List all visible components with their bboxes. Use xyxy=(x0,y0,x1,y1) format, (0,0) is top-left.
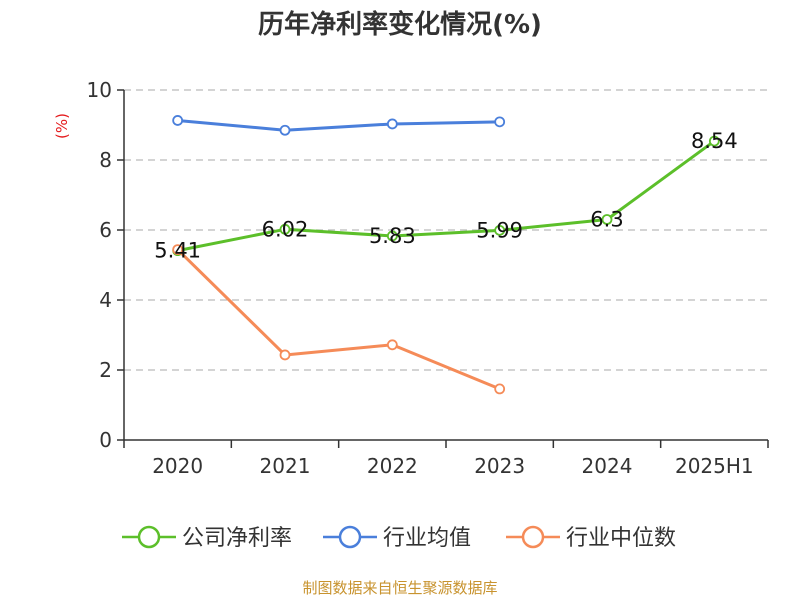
data-label-0-1: 6.02 xyxy=(262,217,309,241)
x-tick-label-2020: 2020 xyxy=(152,454,203,478)
data-point-2-0 xyxy=(172,244,184,256)
data-label-0-4: 6.3 xyxy=(590,208,623,232)
data-point-1-1 xyxy=(279,124,291,136)
x-tick-label-2021: 2021 xyxy=(260,454,311,478)
legend-swatch-marker-1 xyxy=(338,525,362,549)
data-label-0-5: 8.54 xyxy=(691,129,738,153)
legend-label-0: 公司净利率 xyxy=(182,526,292,551)
legend-item-1: 行业均值 xyxy=(323,525,471,551)
y-tick-label-2: 2 xyxy=(99,358,112,382)
x-tick-label-2022: 2022 xyxy=(367,454,418,478)
x-tick-label-2023: 2023 xyxy=(474,454,525,478)
y-axis-label: (%) xyxy=(53,113,71,139)
y-tick-label-4: 4 xyxy=(99,288,112,312)
series-0 xyxy=(172,135,720,257)
source-note: 制图数据来自恒生聚源数据库 xyxy=(302,579,497,597)
legend-swatch-marker-0 xyxy=(137,525,161,549)
data-point-1-2 xyxy=(386,118,398,130)
data-point-0-1 xyxy=(279,223,291,235)
y-tick-label-10: 10 xyxy=(87,78,112,102)
data-label-0-0: 5.41 xyxy=(154,239,201,263)
chart-title: 历年净利率变化情况(%) xyxy=(258,9,542,40)
legend-label-2: 行业中位数 xyxy=(566,526,676,551)
data-point-2-2 xyxy=(386,339,398,351)
y-tick-label-0: 0 xyxy=(99,428,112,452)
data-point-2-1 xyxy=(279,349,291,361)
series-2 xyxy=(172,244,506,395)
data-point-0-3 xyxy=(494,224,506,236)
series-1 xyxy=(172,115,506,136)
x-tick-label-2025H1: 2025H1 xyxy=(675,454,754,478)
data-label-0-3: 5.99 xyxy=(476,218,523,242)
series-line-2 xyxy=(176,248,501,391)
y-tick-label-6: 6 xyxy=(99,218,112,242)
legend-item-2: 行业中位数 xyxy=(506,525,676,551)
data-point-0-4 xyxy=(601,214,613,225)
data-point-0-2 xyxy=(386,230,398,242)
legend-swatch-marker-2 xyxy=(521,525,545,549)
legend-label-1: 行业均值 xyxy=(383,526,471,551)
grid xyxy=(124,89,768,371)
axes: 0 2 4 6 8 10 2020 2021 2022 2023 2024 2025H1 xyxy=(87,78,769,478)
data-point-0-5 xyxy=(708,135,720,147)
series-line-0 xyxy=(177,139,716,253)
data-point-2-3 xyxy=(494,383,506,395)
data-point-1-0 xyxy=(172,115,184,126)
series xyxy=(172,115,720,395)
series-line-1 xyxy=(177,118,500,132)
y-tick-label-8: 8 xyxy=(99,148,112,172)
data-point-1-3 xyxy=(494,116,506,128)
data-label-0-2: 5.83 xyxy=(369,224,416,248)
x-tick-label-2024: 2024 xyxy=(582,454,633,478)
data-labels: 5.41 6.02 5.83 5.99 6.3 8.54 xyxy=(154,129,737,263)
legend: 公司净利率 行业均值 行业中位数 xyxy=(122,525,676,551)
legend-item-0: 公司净利率 xyxy=(122,525,292,551)
